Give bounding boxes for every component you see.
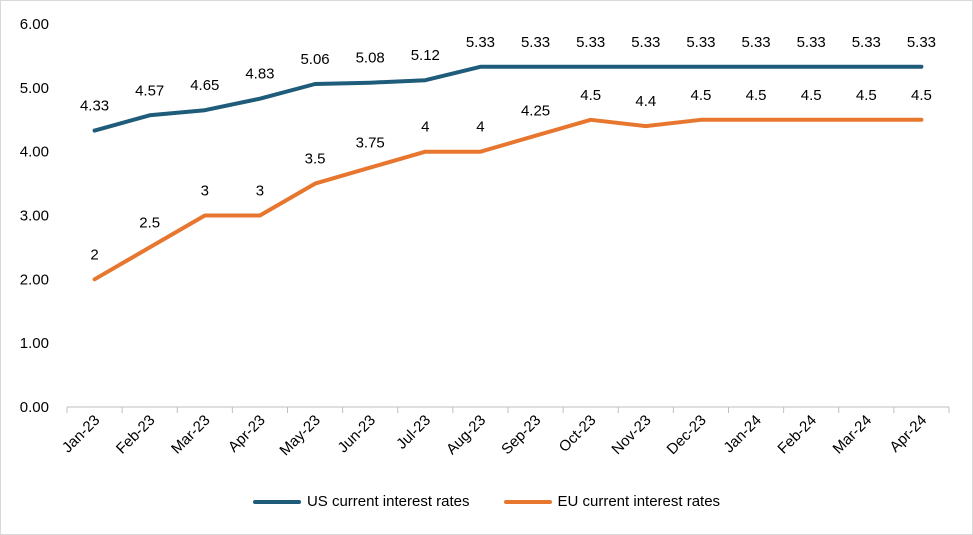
data-label-eu: 2 [90, 246, 98, 263]
y-tick-label: 0.00 [20, 399, 49, 416]
x-tick-label: Nov-23 [608, 412, 654, 458]
x-tick-label: Apr-23 [225, 412, 269, 456]
data-label-eu: 4 [476, 119, 484, 136]
data-label-us: 4.65 [190, 77, 219, 94]
data-label-eu: 4.5 [580, 87, 601, 104]
data-label-us: 5.08 [356, 50, 385, 67]
x-tick-label: Jun-23 [335, 412, 379, 456]
data-label-us: 5.33 [907, 34, 936, 51]
data-label-eu: 4.4 [635, 93, 656, 110]
data-label-eu: 4.25 [521, 103, 550, 120]
legend-swatch-eu [503, 499, 552, 504]
data-label-us: 5.33 [686, 34, 715, 51]
data-label-eu: 3.5 [305, 151, 326, 168]
x-tick-label: Apr-24 [886, 412, 930, 456]
data-label-eu: 4.5 [691, 87, 712, 104]
data-label-us: 5.06 [300, 51, 329, 68]
data-label-us: 4.83 [245, 66, 274, 83]
data-label-us: 5.12 [411, 47, 440, 64]
data-label-us: 4.33 [80, 98, 109, 115]
legend: US current interest rates EU current int… [1, 493, 972, 510]
x-tick-label: May-23 [276, 412, 323, 459]
data-label-us: 5.33 [466, 34, 495, 51]
x-tick-label: Oct-23 [556, 412, 600, 456]
data-label-eu: 4.5 [856, 87, 877, 104]
data-label-eu: 3.75 [356, 135, 385, 152]
y-tick-label: 2.00 [20, 271, 49, 288]
data-label-eu: 4.5 [746, 87, 767, 104]
series-line-us [92, 64, 924, 133]
data-label-eu: 3 [201, 183, 209, 200]
legend-item-eu: EU current interest rates [503, 493, 721, 510]
data-label-us: 5.33 [852, 34, 881, 51]
x-tick-label: Mar-24 [830, 412, 876, 458]
data-label-us: 4.57 [135, 82, 164, 99]
line-chart: 0.00 1.00 2.00 3.00 4.00 5.00 6.00 Jan-23 Feb-23… [20, 16, 950, 459]
legend-item-us: US current interest rates [252, 493, 470, 510]
data-label-us: 5.33 [797, 34, 826, 51]
y-tick-label: 1.00 [20, 335, 49, 352]
x-tick-label: Mar-23 [168, 412, 214, 458]
data-label-eu: 4.5 [911, 87, 932, 104]
y-tick-label: 3.00 [20, 208, 49, 225]
legend-label-us: US current interest rates [306, 493, 470, 510]
legend-swatch-us [252, 499, 301, 504]
y-tick-label: 6.00 [20, 16, 49, 33]
x-tick-label: Feb-24 [774, 412, 820, 458]
y-tick-label: 5.00 [20, 80, 49, 97]
x-tick-label: Jan-23 [59, 412, 103, 456]
x-tick-label: Feb-23 [113, 412, 159, 458]
x-tick-label: Jan-24 [720, 412, 764, 456]
legend-label-eu: EU current interest rates [557, 493, 721, 510]
x-tick-label: Jul-23 [393, 412, 434, 453]
x-tick-label: Aug-23 [443, 412, 489, 458]
data-label-eu: 3 [256, 183, 264, 200]
data-label-eu: 4 [421, 119, 429, 136]
data-label-us: 5.33 [631, 34, 660, 51]
series-line-eu [92, 117, 924, 282]
data-label-eu: 4.5 [801, 87, 822, 104]
data-label-us: 5.33 [576, 34, 605, 51]
data-label-us: 5.33 [741, 34, 770, 51]
data-label-us: 5.33 [521, 34, 550, 51]
x-tick-label: Dec-23 [664, 412, 710, 458]
data-label-eu: 2.5 [139, 214, 160, 231]
x-tick-label: Sep-23 [498, 412, 544, 458]
y-tick-label: 4.00 [20, 144, 49, 161]
